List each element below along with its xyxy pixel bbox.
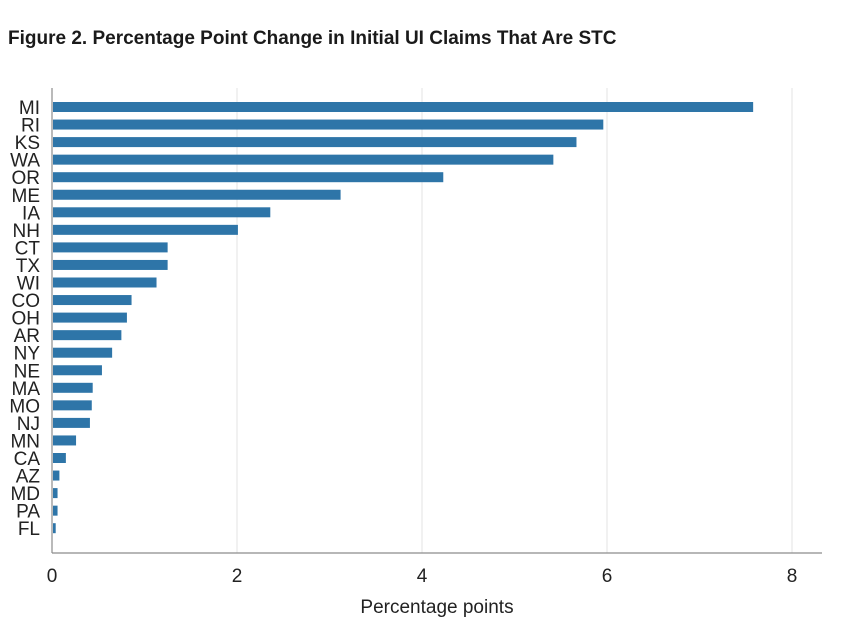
- bar-ny: [53, 347, 113, 358]
- bar-or: [53, 172, 444, 183]
- category-label-ma: MA: [12, 379, 41, 400]
- category-labels: MIRIKSWAORMEIANHCTTXWICOOHARNYNEMAMONJMN…: [9, 98, 40, 540]
- category-label-md: MD: [10, 484, 40, 505]
- category-label-nj: NJ: [17, 414, 40, 435]
- category-label-ny: NY: [14, 344, 41, 365]
- x-tick-label: 8: [787, 566, 798, 587]
- category-label-mo: MO: [9, 396, 40, 417]
- bar-oh: [53, 312, 127, 323]
- category-label-tx: TX: [16, 256, 41, 277]
- bar-mn: [53, 435, 77, 446]
- gridlines: [236, 88, 793, 553]
- x-tick-label: 0: [47, 566, 58, 587]
- bar-ca: [53, 453, 66, 463]
- bar-mi: [53, 102, 754, 112]
- category-label-nh: NH: [13, 221, 40, 242]
- category-label-fl: FL: [18, 519, 40, 540]
- bar-me: [53, 189, 341, 200]
- bar-nj: [53, 417, 90, 428]
- x-axis-title: Percentage points: [360, 597, 513, 618]
- bar-pa: [53, 505, 58, 516]
- category-label-ne: NE: [14, 361, 40, 382]
- bar-md: [53, 488, 58, 499]
- x-tick-label: 6: [602, 566, 613, 587]
- category-label-wi: WI: [17, 274, 40, 295]
- x-tick-labels: 0 2 4 6 8: [47, 566, 798, 587]
- bar-ct: [53, 242, 168, 253]
- bar-mo: [53, 400, 92, 411]
- category-label-az: AZ: [16, 467, 41, 488]
- bar-tx: [53, 259, 168, 270]
- category-label-ca: CA: [14, 449, 41, 470]
- bar-ma: [53, 382, 93, 393]
- bar-ne: [53, 365, 102, 376]
- bar-nh: [53, 224, 238, 235]
- category-label-me: ME: [12, 186, 41, 207]
- category-label-wa: WA: [10, 151, 40, 172]
- x-tick-label: 2: [232, 566, 243, 587]
- category-label-mi: MI: [19, 98, 40, 119]
- category-label-pa: PA: [16, 502, 40, 523]
- x-tick-label: 4: [417, 566, 428, 587]
- bar-az: [53, 470, 60, 481]
- bar-ar: [53, 330, 122, 341]
- bar-ks: [53, 137, 577, 148]
- category-label-ri: RI: [21, 116, 40, 137]
- chart-title: Figure 2. Percentage Point Change in Ini…: [8, 28, 617, 49]
- bar-wi: [53, 277, 157, 288]
- category-label-co: CO: [12, 291, 41, 312]
- category-label-ar: AR: [14, 326, 40, 347]
- category-label-mn: MN: [10, 431, 40, 452]
- category-label-ia: IA: [22, 203, 40, 224]
- category-label-or: OR: [12, 168, 41, 189]
- category-label-ct: CT: [15, 238, 41, 259]
- category-label-ks: KS: [15, 133, 40, 154]
- category-label-oh: OH: [12, 309, 41, 330]
- bar-ia: [53, 207, 271, 218]
- bar-wa: [53, 154, 554, 165]
- bar-fl: [53, 523, 56, 534]
- bars: [53, 102, 754, 534]
- bar-ri: [53, 119, 604, 130]
- bar-co: [53, 295, 132, 306]
